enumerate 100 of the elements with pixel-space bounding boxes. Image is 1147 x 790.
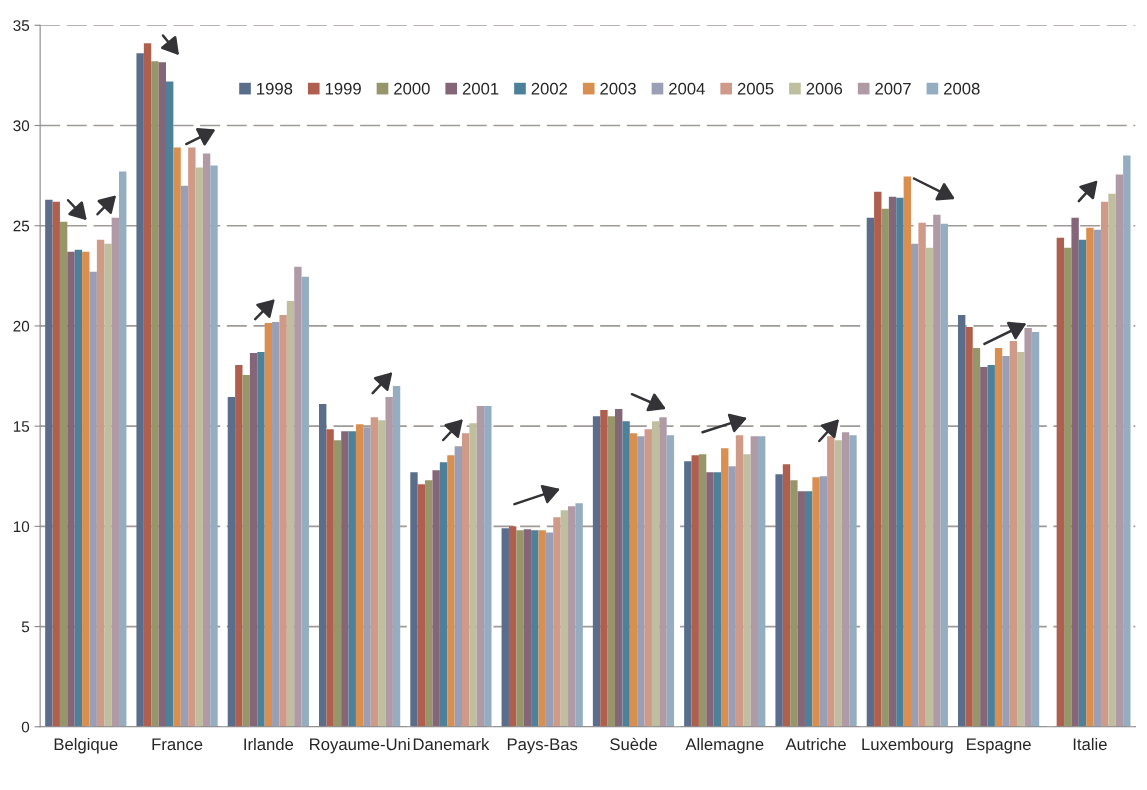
bar	[341, 431, 349, 727]
bar	[301, 276, 309, 727]
bar	[600, 410, 608, 727]
y-tick-label: 10	[13, 521, 30, 533]
y-tick-label: 25	[13, 220, 30, 232]
bar	[849, 435, 857, 727]
bar	[911, 243, 919, 727]
legend-label: 2008	[944, 82, 980, 95]
bar	[819, 476, 828, 727]
x-tick-label: Espagne	[967, 738, 1031, 754]
bar	[684, 461, 692, 727]
bar	[615, 409, 623, 727]
bar	[294, 266, 302, 727]
bar	[235, 365, 243, 727]
bar	[797, 491, 805, 727]
bar	[560, 510, 569, 727]
x-tick-label: Belgique	[54, 737, 118, 754]
x-tick-label: Pays-Bas	[507, 738, 578, 754]
legend-label: 2003	[600, 82, 636, 95]
bar	[994, 347, 1003, 727]
bar	[1031, 331, 1040, 727]
bar	[249, 352, 258, 727]
bar	[874, 191, 882, 727]
bar	[111, 217, 120, 727]
bar	[622, 421, 630, 727]
bar	[227, 397, 236, 727]
bar	[210, 165, 218, 727]
bar	[1100, 201, 1109, 727]
y-tick-label: 30	[13, 120, 30, 132]
bar	[501, 528, 509, 727]
bar	[721, 448, 729, 727]
bar	[188, 147, 196, 727]
bar	[706, 472, 714, 727]
bar	[659, 417, 667, 727]
bar	[67, 251, 75, 727]
bar	[1108, 193, 1116, 727]
bar	[385, 397, 393, 727]
bar	[1071, 217, 1079, 727]
x-tick-label: Italie	[1073, 737, 1107, 751]
bar	[538, 530, 546, 727]
bar	[454, 446, 462, 727]
bar	[119, 171, 127, 727]
bar	[1086, 227, 1094, 727]
bar	[782, 464, 791, 727]
bar	[743, 454, 751, 727]
x-tick-label: Allemagne	[685, 737, 764, 754]
bar	[96, 239, 105, 727]
bar	[841, 432, 850, 727]
bar	[637, 436, 645, 727]
legend-label: 2005	[737, 82, 774, 95]
legend-label: 1998	[257, 82, 293, 95]
bar	[447, 455, 455, 727]
bar	[545, 532, 554, 727]
bar	[812, 477, 820, 727]
bar	[1024, 327, 1032, 727]
bar	[173, 147, 181, 727]
bar	[59, 221, 68, 727]
bar	[52, 201, 60, 727]
bar	[691, 455, 699, 727]
bar	[553, 517, 561, 727]
bar	[425, 480, 433, 727]
bar	[575, 503, 583, 727]
bar	[925, 247, 934, 727]
bar	[896, 197, 904, 727]
bar	[476, 406, 485, 727]
bar	[698, 454, 707, 727]
bar	[918, 222, 926, 727]
bar	[940, 223, 948, 727]
bar	[469, 423, 477, 727]
bar	[136, 53, 144, 727]
bar	[980, 367, 988, 727]
bar	[1093, 229, 1101, 727]
bar	[257, 351, 265, 727]
y-tick-label: 35	[13, 20, 30, 31]
bar	[1064, 247, 1072, 727]
bar	[286, 300, 295, 727]
legend-label: 2004	[669, 82, 705, 95]
bar	[804, 491, 813, 727]
bar	[972, 347, 981, 727]
bar	[1078, 239, 1087, 727]
bar	[158, 62, 166, 727]
bar	[202, 153, 211, 727]
x-tick-label: Royaume-Uni	[310, 737, 410, 754]
bar	[363, 427, 371, 727]
y-tick-label: 5	[21, 621, 30, 633]
bar	[104, 243, 112, 727]
bar	[903, 176, 912, 727]
bar	[461, 433, 470, 727]
bar	[881, 208, 889, 727]
bar	[143, 43, 152, 727]
bar	[410, 472, 418, 727]
bar	[1002, 356, 1010, 727]
bar	[45, 199, 53, 727]
x-tick-label: Autriche	[785, 737, 846, 751]
bar	[370, 417, 379, 727]
bar	[508, 526, 517, 727]
bar	[516, 530, 524, 727]
bar	[392, 386, 401, 727]
bar	[866, 217, 875, 727]
bar	[607, 416, 616, 727]
